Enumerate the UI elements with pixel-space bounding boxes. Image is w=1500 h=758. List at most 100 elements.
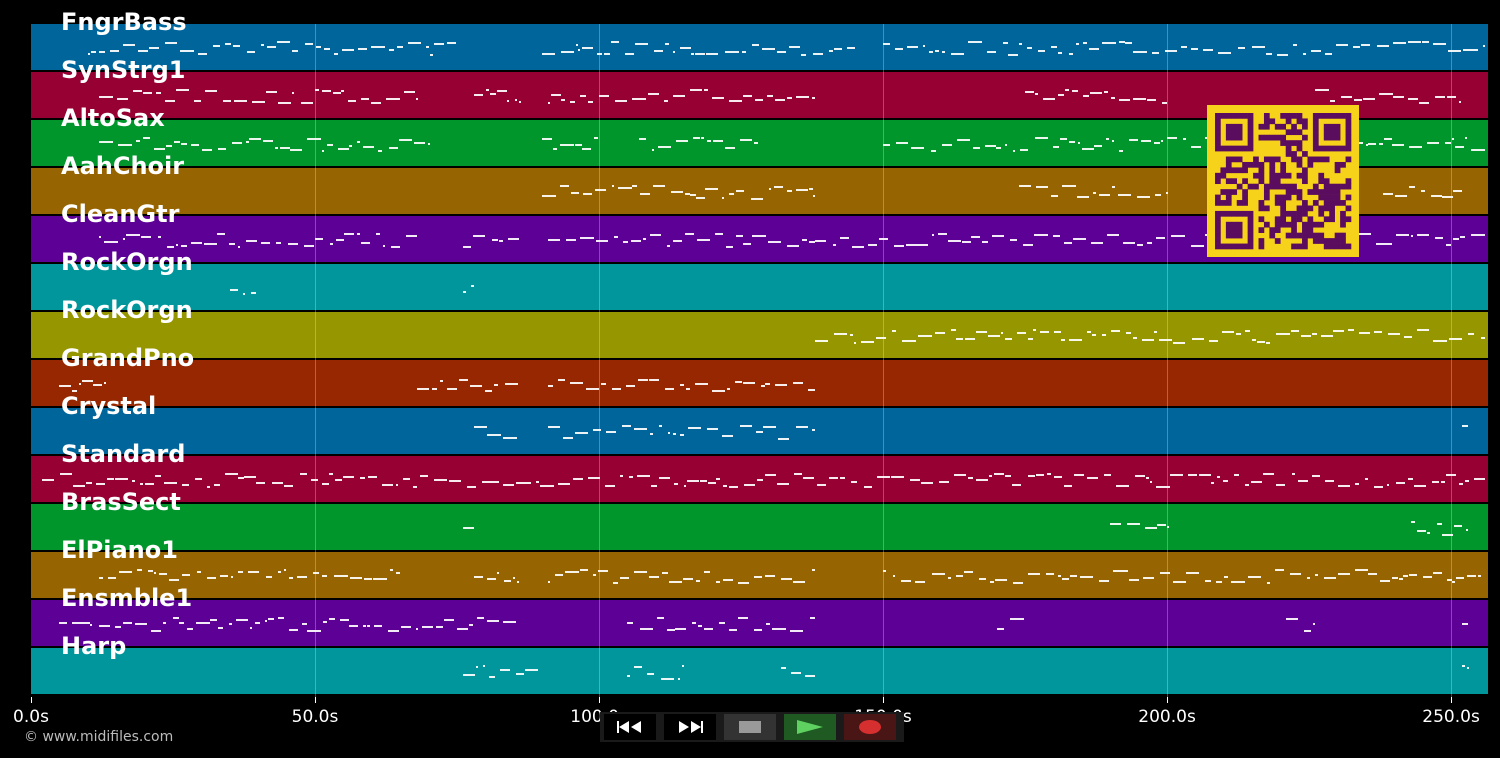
fast-forward-button[interactable] xyxy=(664,714,716,740)
note xyxy=(126,234,140,236)
rewind-button[interactable] xyxy=(604,714,656,740)
note xyxy=(175,244,178,246)
note xyxy=(956,338,963,340)
note xyxy=(542,195,556,197)
note xyxy=(519,101,522,103)
note xyxy=(114,626,122,628)
note xyxy=(387,630,400,632)
note xyxy=(682,578,693,580)
note xyxy=(515,482,525,484)
note xyxy=(625,385,636,387)
note xyxy=(198,53,207,55)
note xyxy=(407,42,421,44)
note xyxy=(604,485,616,487)
note xyxy=(743,95,753,97)
note xyxy=(922,45,925,47)
track-lane[interactable] xyxy=(31,24,1488,72)
stop-button[interactable] xyxy=(724,714,776,740)
note xyxy=(778,438,790,440)
note xyxy=(1455,577,1464,579)
note xyxy=(89,624,93,626)
note xyxy=(850,334,854,336)
note xyxy=(1016,332,1026,334)
note xyxy=(91,51,96,53)
note xyxy=(1435,237,1443,239)
note xyxy=(634,43,648,45)
note xyxy=(382,245,386,247)
note xyxy=(883,43,891,45)
note xyxy=(359,477,365,479)
note xyxy=(225,43,232,45)
note xyxy=(1112,186,1115,188)
note xyxy=(1426,142,1439,144)
note xyxy=(256,482,266,484)
note xyxy=(217,233,226,235)
track-lane[interactable] xyxy=(31,312,1488,360)
note xyxy=(1392,577,1399,579)
note xyxy=(1354,569,1369,571)
note xyxy=(135,140,140,142)
note xyxy=(349,625,359,627)
note xyxy=(1053,235,1060,237)
note xyxy=(1208,340,1219,342)
play-button[interactable] xyxy=(784,714,836,740)
note xyxy=(1432,481,1440,483)
note xyxy=(1383,138,1393,140)
note xyxy=(691,53,695,55)
note xyxy=(1244,484,1250,486)
note xyxy=(1129,139,1138,141)
note xyxy=(191,144,200,146)
note xyxy=(367,625,370,627)
track-name-label: CleanGtr xyxy=(61,200,180,228)
note xyxy=(1118,99,1130,101)
note xyxy=(95,483,106,485)
track-lane[interactable] xyxy=(31,600,1488,648)
note xyxy=(651,149,654,151)
note xyxy=(743,382,756,384)
note xyxy=(1417,329,1429,331)
note xyxy=(725,246,734,248)
note xyxy=(323,48,330,50)
note xyxy=(658,146,672,148)
note xyxy=(768,241,781,243)
note xyxy=(1386,243,1393,245)
track-name-label: BrasSect xyxy=(61,488,181,516)
note xyxy=(228,623,232,625)
qr-code[interactable] xyxy=(1207,105,1359,257)
note xyxy=(670,191,684,193)
tick-mark xyxy=(883,697,885,703)
note xyxy=(1454,525,1462,527)
note xyxy=(486,578,496,580)
note xyxy=(622,425,631,427)
note xyxy=(333,92,342,94)
note xyxy=(1407,41,1422,43)
track-lane[interactable] xyxy=(31,360,1488,408)
note xyxy=(403,91,416,93)
note xyxy=(1128,579,1139,581)
note xyxy=(750,198,763,200)
note xyxy=(414,142,425,144)
note xyxy=(329,473,334,475)
record-button[interactable] xyxy=(844,714,896,740)
tick-label: 200.0s xyxy=(1138,707,1196,727)
note xyxy=(711,97,724,99)
track-name-label: AltoSax xyxy=(61,104,165,132)
note xyxy=(358,48,367,50)
note xyxy=(1267,582,1271,584)
note xyxy=(611,388,622,390)
note xyxy=(1025,91,1034,93)
note xyxy=(1348,329,1354,331)
grid-line xyxy=(315,24,316,697)
note xyxy=(1454,146,1464,148)
note xyxy=(1376,243,1387,245)
note xyxy=(685,233,694,235)
track-lane[interactable] xyxy=(31,504,1488,552)
note xyxy=(752,44,760,46)
note xyxy=(487,620,499,622)
track-lane[interactable] xyxy=(31,648,1488,696)
note xyxy=(312,572,319,574)
note xyxy=(680,47,691,49)
track-lane[interactable] xyxy=(31,264,1488,312)
note xyxy=(1104,474,1112,476)
note xyxy=(1459,101,1462,103)
